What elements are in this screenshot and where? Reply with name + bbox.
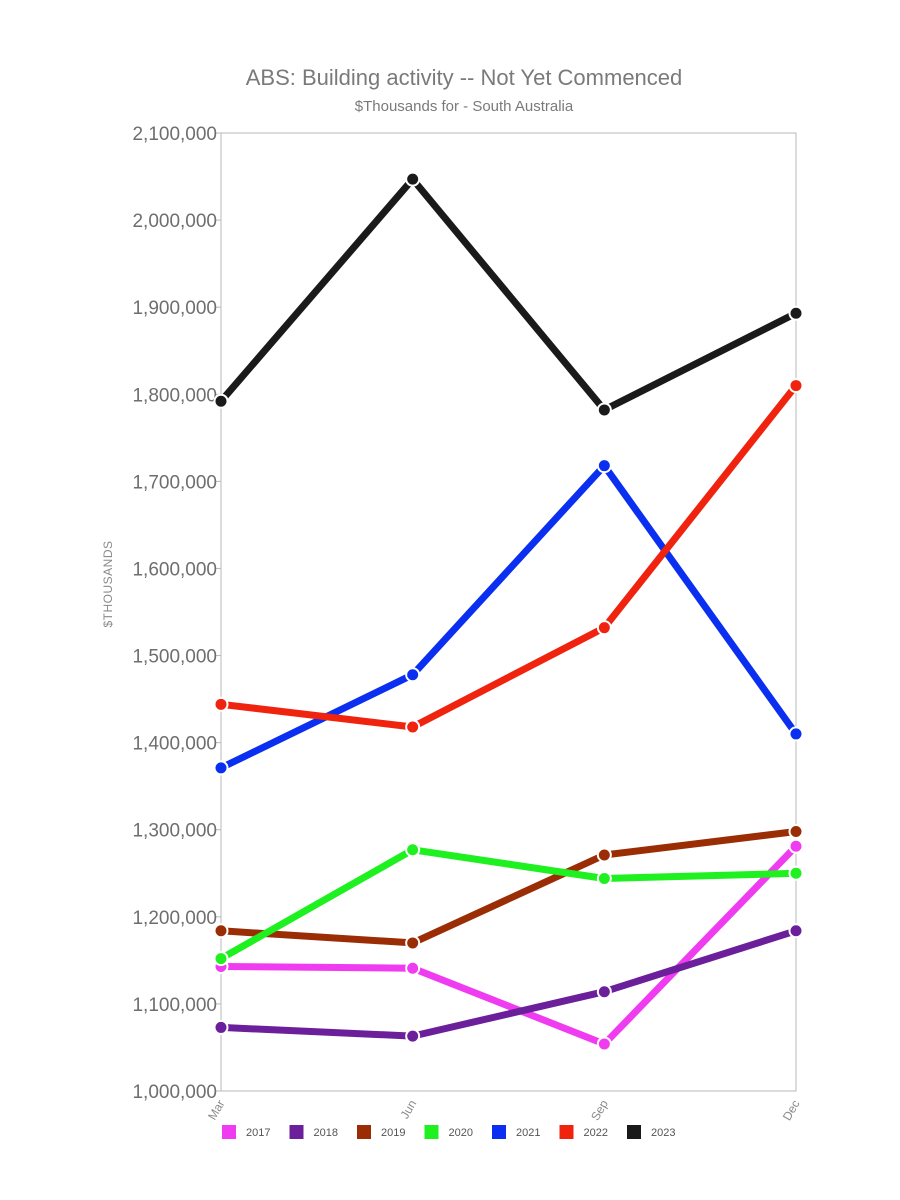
data-point-2019-Sep[interactable]	[596, 847, 612, 863]
series-line-2017	[217, 842, 800, 1048]
y-tick-label: 1,600,000	[132, 559, 217, 580]
data-point-2023-Sep[interactable]	[596, 402, 612, 418]
data-point-2019-Mar[interactable]	[213, 923, 229, 939]
series-line-2020	[217, 846, 800, 963]
series-line-2021	[217, 462, 800, 772]
data-point-2022-Sep[interactable]	[596, 620, 612, 636]
y-tick-label: 1,300,000	[132, 821, 217, 842]
y-tick-label: 1,400,000	[132, 734, 217, 755]
x-tick-label: Jun	[397, 1098, 419, 1122]
data-point-2023-Dec[interactable]	[788, 305, 804, 321]
x-tick-label: Dec	[780, 1098, 803, 1123]
legend-item-2020[interactable]: 2020	[424, 1125, 473, 1139]
chart-title: ABS: Building activity -- Not Yet Commen…	[246, 65, 683, 90]
data-point-2019-Dec[interactable]	[788, 823, 804, 839]
legend-swatch	[424, 1125, 439, 1139]
legend-label: 2023	[651, 1127, 675, 1139]
y-tick-labels: 1,000,000 1,100,000 1,200,000 1,300,000 1,40…	[132, 124, 221, 1103]
data-point-2021-Jun[interactable]	[405, 667, 421, 683]
y-tick-label: 1,800,000	[132, 385, 217, 406]
legend-label: 2020	[449, 1127, 473, 1139]
data-point-2021-Mar[interactable]	[213, 760, 229, 776]
data-point-2023-Mar[interactable]	[213, 393, 229, 409]
legend-item-2018[interactable]: 2018	[289, 1125, 338, 1139]
legend-swatch	[357, 1125, 371, 1139]
series-points	[213, 171, 804, 1052]
data-point-2022-Jun[interactable]	[405, 719, 421, 735]
data-point-2022-Dec[interactable]	[788, 378, 804, 394]
x-tick-label: Sep	[588, 1097, 611, 1123]
series-line-2019	[217, 828, 800, 947]
series-line-2023	[217, 175, 800, 414]
legend-label: 2017	[246, 1127, 270, 1139]
data-point-2018-Sep[interactable]	[596, 984, 612, 1000]
x-tick-labels: Mar Jun Sep Dec	[205, 1097, 802, 1123]
y-axis-label: $THOUSANDS	[101, 540, 115, 627]
data-point-2017-Sep[interactable]	[596, 1036, 612, 1052]
legend-label: 2018	[314, 1127, 338, 1139]
y-tick-label: 2,100,000	[132, 124, 217, 145]
legend-swatch	[559, 1125, 574, 1139]
data-point-2021-Dec[interactable]	[788, 726, 804, 742]
y-tick-label: 1,500,000	[132, 647, 217, 668]
data-point-2022-Mar[interactable]	[213, 696, 229, 712]
data-point-2018-Mar[interactable]	[213, 1019, 229, 1035]
data-point-2020-Jun[interactable]	[405, 842, 421, 858]
y-tick-label: 1,900,000	[132, 298, 217, 319]
data-point-2018-Dec[interactable]	[788, 923, 804, 939]
series-line-2022	[217, 382, 800, 731]
legend-label: 2021	[516, 1127, 540, 1139]
legend-label: 2019	[381, 1127, 405, 1139]
data-point-2017-Dec[interactable]	[788, 838, 804, 854]
legend-swatch	[492, 1125, 506, 1139]
data-point-2020-Mar[interactable]	[213, 951, 229, 967]
y-tick-label: 1,100,000	[132, 995, 217, 1016]
chart-subtitle: $Thousands for - South Australia	[355, 98, 574, 115]
legend: 2017 2018 2019 2020 2021 2022 2023	[222, 1125, 675, 1139]
legend-item-2021[interactable]: 2021	[492, 1125, 540, 1139]
data-point-2023-Jun[interactable]	[405, 171, 421, 187]
legend-item-2023[interactable]: 2023	[627, 1125, 675, 1139]
data-point-2020-Sep[interactable]	[596, 870, 612, 886]
legend-swatch	[222, 1125, 236, 1139]
y-tick-label: 2,000,000	[132, 211, 217, 232]
y-tick-label: 1,000,000	[132, 1082, 217, 1103]
y-tick-label: 1,700,000	[132, 472, 217, 493]
data-point-2020-Dec[interactable]	[788, 865, 804, 881]
series-lines	[217, 175, 800, 1048]
y-tick-label: 1,200,000	[132, 908, 217, 929]
legend-item-2017[interactable]: 2017	[222, 1125, 270, 1139]
legend-item-2019[interactable]: 2019	[357, 1125, 405, 1139]
data-point-2018-Jun[interactable]	[405, 1028, 421, 1044]
legend-item-2022[interactable]: 2022	[559, 1125, 608, 1139]
series-line-2018	[217, 927, 800, 1040]
plot-frame	[220, 132, 797, 1092]
legend-swatch	[627, 1125, 641, 1139]
data-point-2017-Jun[interactable]	[405, 960, 421, 976]
data-point-2021-Sep[interactable]	[596, 458, 612, 474]
data-point-2019-Jun[interactable]	[405, 935, 421, 951]
legend-label: 2022	[584, 1127, 608, 1139]
legend-swatch	[289, 1125, 304, 1139]
